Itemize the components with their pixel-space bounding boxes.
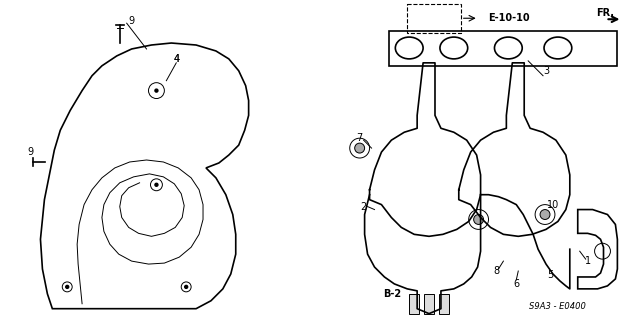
Bar xyxy=(409,294,419,314)
Text: 7: 7 xyxy=(356,133,363,143)
Text: 4: 4 xyxy=(173,54,179,64)
Text: B-2: B-2 xyxy=(383,289,401,299)
Circle shape xyxy=(540,210,550,219)
Text: E-10-10: E-10-10 xyxy=(488,13,530,23)
Text: FR.: FR. xyxy=(596,8,614,18)
Circle shape xyxy=(355,143,365,153)
Circle shape xyxy=(155,89,158,92)
Text: 9: 9 xyxy=(129,16,134,26)
Circle shape xyxy=(155,183,158,186)
Text: 3: 3 xyxy=(543,66,549,76)
Text: 10: 10 xyxy=(547,200,559,210)
Text: 6: 6 xyxy=(513,279,519,289)
Text: S9A3 - E0400: S9A3 - E0400 xyxy=(529,302,586,311)
Circle shape xyxy=(474,214,484,225)
Bar xyxy=(439,294,449,314)
Text: 8: 8 xyxy=(493,266,499,276)
Circle shape xyxy=(185,286,188,288)
Text: 4: 4 xyxy=(173,54,179,64)
Text: 9: 9 xyxy=(28,147,34,157)
Text: 5: 5 xyxy=(547,270,553,280)
Text: 1: 1 xyxy=(584,256,591,266)
Text: 2: 2 xyxy=(360,202,367,211)
Bar xyxy=(424,294,434,314)
Circle shape xyxy=(66,286,68,288)
